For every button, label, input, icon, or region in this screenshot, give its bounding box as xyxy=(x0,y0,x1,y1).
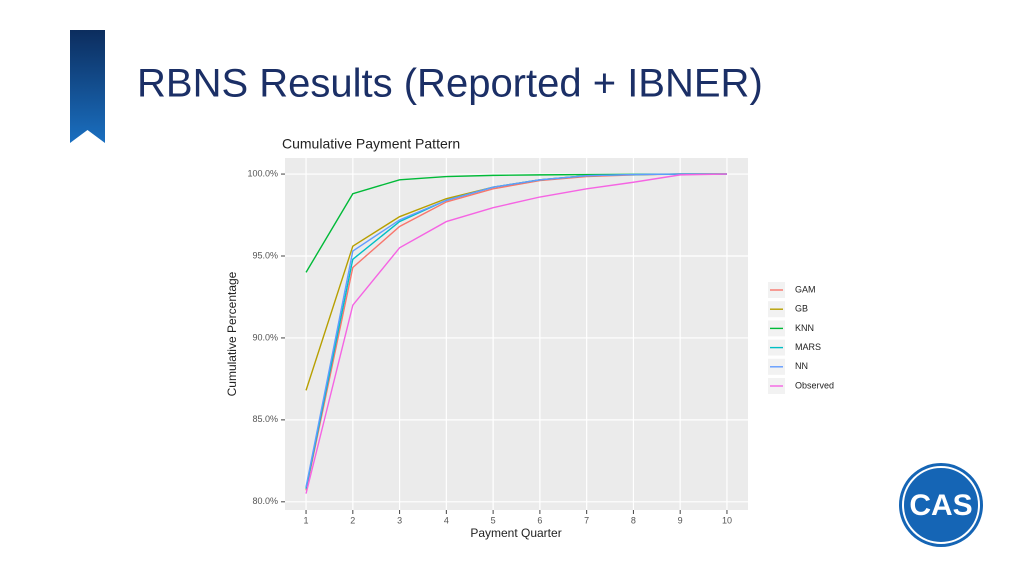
plot-panel xyxy=(285,158,748,510)
series-line xyxy=(305,173,727,494)
y-tick-label: 80.0% xyxy=(252,496,278,506)
ribbon xyxy=(70,30,105,143)
slide-title: RBNS Results (Reported + IBNER) xyxy=(137,62,763,106)
legend-label: Observed xyxy=(795,380,834,390)
legend-label: KNN xyxy=(795,323,814,333)
x-tick-label: 7 xyxy=(584,515,589,525)
logo-ring xyxy=(902,466,980,544)
x-tick-label: 4 xyxy=(444,515,449,525)
x-tick-label: 5 xyxy=(491,515,496,525)
y-tick-label: 100.0% xyxy=(247,168,278,178)
logo-text: CAS xyxy=(909,489,972,522)
x-tick-label: 10 xyxy=(722,515,732,525)
x-tick-label: 9 xyxy=(678,515,683,525)
x-tick-label: 6 xyxy=(537,515,542,525)
x-axis-label: Payment Quarter xyxy=(470,526,561,540)
y-axis-label: Cumulative Percentage xyxy=(225,271,239,396)
x-tick-label: 2 xyxy=(350,515,355,525)
x-tick-label: 3 xyxy=(397,515,402,525)
chart-title: Cumulative Payment Pattern xyxy=(282,136,460,152)
y-tick-label: 95.0% xyxy=(252,250,278,260)
x-tick-label: 1 xyxy=(304,515,309,525)
y-tick-label: 90.0% xyxy=(252,332,278,342)
x-tick-label: 8 xyxy=(631,515,636,525)
logo-circle xyxy=(899,463,983,547)
legend-label: NN xyxy=(795,361,808,371)
legend-label: MARS xyxy=(795,342,821,352)
chart: 80.0% 85.0% 90.0% 95.0% 100.0% 1 2 3 4 5 6 7 8 9 10 GAM… xyxy=(247,158,834,525)
series-line xyxy=(305,173,727,488)
y-tick-label: 85.0% xyxy=(252,414,278,424)
legend-label: GAM xyxy=(795,284,816,294)
legend-label: GB xyxy=(795,304,808,314)
